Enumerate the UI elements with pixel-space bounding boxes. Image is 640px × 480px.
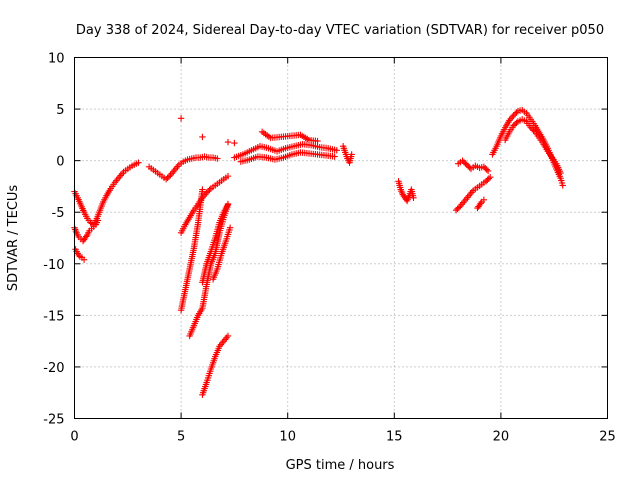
data-point (204, 188, 212, 195)
data-point (214, 155, 221, 162)
series-noon-spikes (258, 128, 321, 145)
data-point (462, 160, 469, 167)
series-cluster-18b (452, 173, 494, 214)
data-point (452, 206, 460, 214)
x-tick-label: 10 (279, 430, 296, 445)
data-point (206, 186, 213, 194)
data-point (482, 165, 489, 172)
data-point (83, 233, 90, 240)
data-point (510, 122, 517, 129)
series-afternoon-peak-low (501, 116, 564, 177)
data-point (162, 176, 170, 183)
x-axis-label: GPS time / hours (286, 458, 395, 473)
series-afternoon-peak (489, 106, 566, 189)
series-mid-small (145, 153, 221, 183)
data-points (71, 106, 566, 398)
data-point (485, 175, 493, 182)
data-point (559, 182, 566, 189)
data-point (164, 174, 171, 182)
data-point (348, 151, 355, 158)
data-point (513, 119, 520, 127)
series-start-low (72, 246, 88, 263)
data-point (199, 133, 206, 141)
data-point (331, 153, 338, 160)
plot-frame (74, 57, 608, 419)
data-point (528, 125, 536, 133)
data-point (487, 173, 494, 181)
series-start-dip-lower (71, 217, 102, 245)
data-point (459, 157, 466, 164)
y-tick-label: -20 (43, 361, 64, 376)
series-diag-d (199, 200, 232, 286)
data-point (465, 162, 472, 170)
series-cluster-15 (395, 178, 417, 205)
data-point (557, 169, 564, 177)
data-point (482, 178, 490, 185)
series-diag-a (177, 172, 232, 237)
data-point (513, 109, 520, 116)
axis-ticks: 0 5 10 15 20 25 -25 -20 -15 -10 -5 0 5 10 (43, 52, 616, 445)
data-point (333, 147, 340, 154)
x-tick-label: 20 (493, 430, 510, 445)
data-point (484, 167, 492, 175)
data-point (410, 194, 417, 201)
x-tick-label: 0 (70, 430, 78, 445)
y-tick-label: -15 (43, 309, 64, 324)
series-start-dip (71, 159, 142, 228)
data-point (224, 172, 232, 180)
data-point (480, 196, 488, 204)
y-tick-label: 0 (56, 155, 64, 170)
data-point (511, 110, 519, 118)
y-tick-label: 5 (56, 103, 64, 118)
data-point (454, 205, 461, 212)
data-point (224, 138, 232, 146)
data-point (480, 163, 488, 171)
series-diag-f (209, 224, 234, 283)
series-edge-12-13 (339, 143, 355, 166)
data-point (455, 204, 463, 211)
data-point (314, 137, 321, 145)
series-cluster-19 (474, 196, 488, 212)
data-point (510, 112, 517, 119)
series-diag-c (186, 201, 232, 340)
data-point (224, 200, 232, 208)
chart-title: Day 338 of 2024, Sidereal Day-to-day VTE… (76, 23, 604, 38)
data-point (199, 186, 206, 193)
y-tick-label: -25 (43, 413, 64, 428)
series-noon-band-low (237, 149, 338, 165)
data-point (527, 124, 534, 131)
data-point (94, 217, 102, 224)
data-point (477, 200, 484, 207)
data-point (460, 158, 468, 166)
x-tick-label: 25 (599, 430, 616, 445)
y-tick-label: -10 (43, 258, 64, 273)
data-point (484, 176, 491, 184)
series-diag-b (177, 186, 206, 314)
y-tick-label: 10 (48, 52, 65, 67)
data-point (135, 159, 142, 166)
series-noon-band (231, 140, 340, 161)
data-point (203, 189, 210, 196)
data-point (226, 224, 234, 231)
data-point (463, 161, 470, 168)
x-tick-label: 15 (386, 430, 403, 445)
y-axis-label: SDTVAR / TECUs (6, 185, 21, 292)
data-point (177, 115, 185, 122)
series-cluster-18 (455, 157, 492, 175)
x-tick-label: 5 (177, 430, 185, 445)
data-point (224, 332, 232, 340)
y-tick-label: -5 (52, 206, 65, 221)
grid-lines (74, 57, 608, 419)
series-diag-e (199, 332, 232, 398)
data-point (511, 120, 519, 128)
data-point (530, 127, 537, 134)
data-point (231, 139, 238, 147)
data-point (483, 166, 490, 173)
series-outliers (177, 115, 238, 147)
data-point (80, 256, 88, 263)
data-point (165, 173, 173, 180)
